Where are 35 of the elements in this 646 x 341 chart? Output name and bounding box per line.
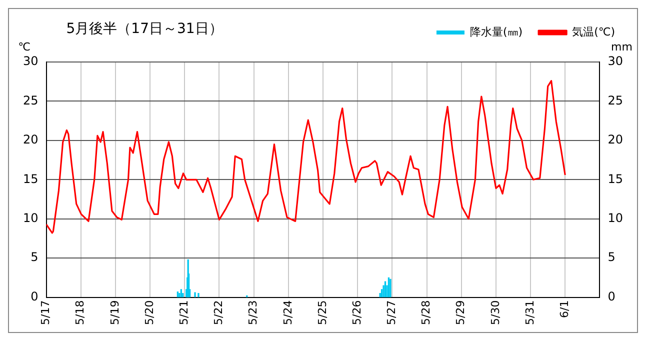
x-tick-label: 5/27 xyxy=(385,300,398,325)
y-axis-title: ℃ xyxy=(18,40,30,54)
legend-label: 気温(℃) xyxy=(572,25,615,38)
y-tick-label: 10 xyxy=(22,210,38,225)
x-tick-label: 6/1 xyxy=(558,300,571,318)
x-tick-label: 5/31 xyxy=(523,300,536,325)
x-tick-label: 5/28 xyxy=(420,300,433,325)
y-tick-label: 15 xyxy=(22,172,38,186)
x-tick-label: 5/25 xyxy=(316,300,329,325)
x-tick-label: 5/22 xyxy=(212,300,226,325)
y-tick-label: 30 xyxy=(22,54,38,68)
y2-tick-label: 15 xyxy=(608,172,624,186)
x-tick-label: 5/18 xyxy=(74,300,87,325)
y-tick-label: 0 xyxy=(30,289,38,304)
x-tick-label: 5/17 xyxy=(39,300,52,325)
y2-tick-label: 30 xyxy=(608,54,624,68)
x-tick-label: 5/23 xyxy=(246,300,260,325)
x-tick-label: 5/20 xyxy=(142,300,156,325)
x-tick-label: 5/26 xyxy=(350,300,364,325)
y-tick-label: 20 xyxy=(22,132,38,147)
x-tick-label: 5/19 xyxy=(108,300,122,325)
y-tick-label: 5 xyxy=(30,250,38,264)
y2-tick-label: 25 xyxy=(608,93,624,108)
y2-tick-label: 5 xyxy=(608,250,616,264)
chart-title: 5月後半（17日～31日） xyxy=(66,21,223,38)
x-tick-label: 5/21 xyxy=(177,300,190,325)
x-tick-label: 5/30 xyxy=(488,300,502,325)
y2-axis-title: mm xyxy=(611,40,632,54)
x-tick-label: 5/24 xyxy=(281,300,294,325)
x-tick-label: 5/29 xyxy=(454,300,468,325)
y2-tick-label: 20 xyxy=(608,132,624,147)
y2-tick-label: 0 xyxy=(608,289,616,304)
y-tick-label: 25 xyxy=(22,93,38,108)
legend-label: 降水量(㎜) xyxy=(470,25,523,38)
y2-tick-label: 10 xyxy=(608,210,624,225)
